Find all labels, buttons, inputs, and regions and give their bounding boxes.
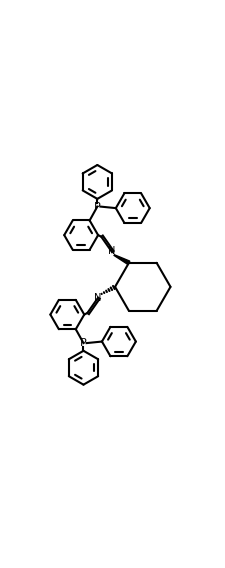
Polygon shape [114, 255, 129, 265]
Text: P: P [80, 338, 86, 348]
Text: N: N [93, 294, 101, 303]
Text: P: P [94, 202, 100, 212]
Text: N: N [107, 247, 114, 256]
